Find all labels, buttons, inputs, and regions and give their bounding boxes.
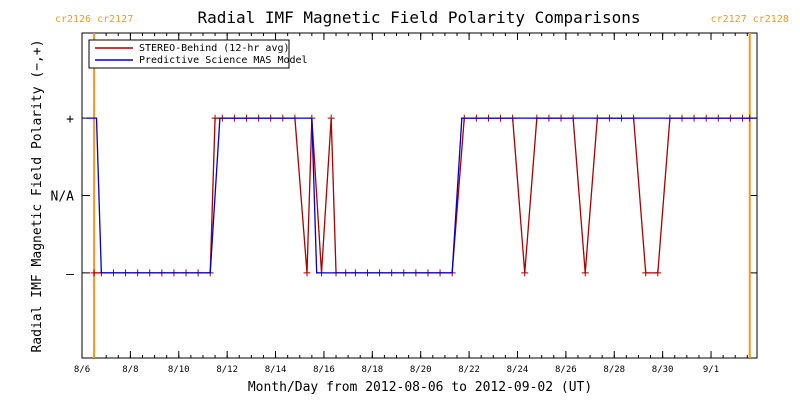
x-tick-label: 8/14 <box>265 365 287 375</box>
x-tick-label: 8/6 <box>74 365 90 375</box>
y-tick-label: + <box>66 112 74 127</box>
x-tick-label: 9/1 <box>703 365 719 375</box>
y-tick-label: – <box>66 267 74 282</box>
series-layer <box>86 114 757 277</box>
carrington-label: cr2126 cr2127 <box>55 14 133 25</box>
chart-title: Radial IMF Magnetic Field Polarity Compa… <box>197 8 640 27</box>
carrington-lines <box>93 33 751 358</box>
legend-label-stereo: STEREO-Behind (12-hr avg) <box>139 43 290 54</box>
y-axis-label: Radial IMF Magnetic Field Polarity (−,+) <box>30 39 45 352</box>
x-tick-label: 8/22 <box>458 365 480 375</box>
x-tick-label: 8/24 <box>507 365 529 375</box>
x-tick-label: 8/10 <box>168 365 190 375</box>
x-tick-label: 8/26 <box>555 365 577 375</box>
series-point <box>581 269 589 277</box>
carrington-labels: cr2126 cr2127 cr2127 cr2128 <box>55 14 789 25</box>
series-line-0 <box>94 117 750 274</box>
y-tick-label: N/A <box>51 190 75 205</box>
legend-label-mas: Predictive Science MAS Model <box>139 55 308 66</box>
series-point <box>303 269 311 277</box>
series-line-1 <box>86 117 757 274</box>
legend: STEREO-Behind (12-hr avg) Predictive Sci… <box>88 39 308 69</box>
series-point <box>90 269 98 277</box>
plot-frame <box>81 32 758 359</box>
series-point <box>642 269 650 277</box>
carrington-label: cr2127 cr2128 <box>711 14 789 25</box>
axis-ticks: 8/6 8/8 8/10 8/12 8/14 8/16 8/18 8/20 8/22 8/24 8/… <box>51 33 757 375</box>
x-tick-label: 8/28 <box>603 365 625 375</box>
x-tick-label: 8/12 <box>216 365 238 375</box>
x-tick-label: 8/8 <box>122 365 138 375</box>
series-point <box>327 114 335 122</box>
x-axis-label: Month/Day from 2012-08-06 to 2012-09-02 … <box>248 380 592 395</box>
legend-box <box>88 39 290 69</box>
x-tick-label: 8/18 <box>361 365 383 375</box>
x-tick-label: 8/30 <box>652 365 674 375</box>
x-tick-label: 8/16 <box>313 365 335 375</box>
series-point <box>521 269 529 277</box>
series-point <box>211 114 219 122</box>
series-point <box>654 269 662 277</box>
x-tick-label: 8/20 <box>410 365 432 375</box>
